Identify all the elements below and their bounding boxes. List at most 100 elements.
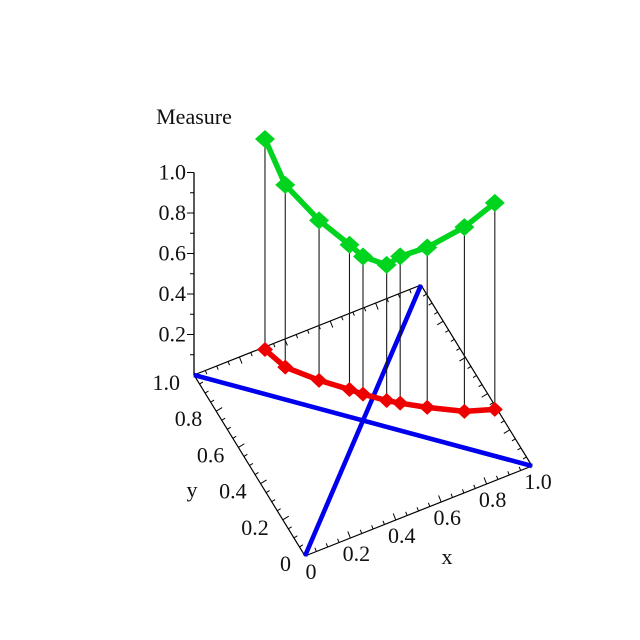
x-axis-title: x [442,544,453,569]
minor-tick [397,293,401,298]
minor-tick [489,402,494,406]
y-tick-label: 0.2 [241,515,269,540]
green-series-marker [376,255,397,274]
minor-tick [422,293,427,297]
minor-tick [416,507,419,512]
minor-tick [472,375,477,379]
minor-tick [307,329,310,334]
minor-tick [204,370,208,375]
major-tick [238,443,245,448]
minor-tick [288,526,293,530]
red-series-marker [392,395,409,411]
minor-tick [507,471,510,476]
y-tick-label: 1.0 [153,370,181,395]
red-series-marker [311,372,328,388]
minor-tick [216,365,219,370]
red-series-marker [277,359,294,375]
major-tick [329,320,334,328]
y-tick-label: 0.6 [197,442,225,467]
base-diagonals [193,284,533,557]
minor-tick [314,547,317,552]
minor-tick [210,399,215,403]
minor-tick [337,538,340,543]
z-tick-label: 1.0 [159,160,187,185]
z-tick-label: 0.8 [159,200,187,225]
drop-lines [264,138,496,412]
green-series-marker [353,247,373,266]
y-tick-label: 0 [280,551,291,576]
minor-tick [299,544,304,548]
red-series-marker [456,403,473,419]
major-tick [392,513,397,521]
minor-tick [272,343,276,348]
minor-tick [450,493,454,498]
green-series-marker [484,193,505,212]
minor-tick [478,384,483,388]
x-tick-label: 0.4 [388,523,416,548]
minor-tick [243,453,248,457]
minor-tick [427,502,431,507]
green-series-marker [390,247,411,266]
major-tick [215,407,223,412]
red-series-marker [355,386,371,402]
minor-tick [221,417,226,421]
major-tick [375,302,379,310]
minor-tick [249,462,254,466]
red-series-marker [486,401,503,417]
minor-tick [382,520,385,525]
minor-tick [433,311,438,315]
red-series-marker [256,342,273,358]
green-series-marker [275,175,296,194]
minor-tick [276,508,281,512]
minor-tick [409,289,412,294]
minor-tick [250,352,253,357]
minor-tick [500,420,505,424]
minor-tick [352,311,355,316]
minor-tick [467,366,472,369]
minor-tick [496,475,499,480]
green-series-line [262,136,498,268]
minor-tick [456,347,461,351]
minor-tick [428,302,433,306]
tick-labels: 0.2 0.4 0.6 0.8 1.0 0 0.2 0.4 0.6 0.8 1.0 0 0.2 0.4 0.… [153,160,552,585]
minor-tick [518,466,522,471]
minor-tick [341,316,344,321]
base-diagonal-line [193,372,533,469]
minor-tick [517,447,522,451]
minor-tick [461,489,465,494]
minor-tick [199,381,204,385]
x-tick-label: 1.0 [524,469,552,494]
major-tick [347,531,351,539]
minor-tick [295,334,299,339]
major-tick [436,320,444,326]
major-tick [438,495,442,503]
x-tick-label: 0.6 [433,505,461,530]
minor-tick [325,543,329,548]
y-tick-label: 0.8 [175,406,203,431]
minor-tick [405,511,408,516]
minor-tick [227,426,231,430]
z-axis-title: Measure [156,104,232,129]
x-tick-label: 0.8 [479,487,507,512]
major-tick [238,356,243,364]
minor-tick [363,307,367,312]
green-series-marker [454,218,475,237]
minor-tick [511,438,516,442]
green-series-marker [339,235,360,254]
minor-tick [204,390,209,394]
red-series-marker [378,393,395,409]
red-series-marker [419,399,436,415]
y-tick-label: 0.4 [219,479,247,504]
z-tick-label: 0.6 [159,241,187,266]
red-series [256,342,503,419]
minor-tick [450,338,455,342]
minor-tick [293,535,298,539]
minor-tick [265,490,270,494]
y-axis-title: y [187,477,198,502]
z-tick-label: 0.4 [159,281,187,306]
minor-tick [254,472,259,475]
minor-tick [371,525,374,530]
major-tick [282,515,290,521]
